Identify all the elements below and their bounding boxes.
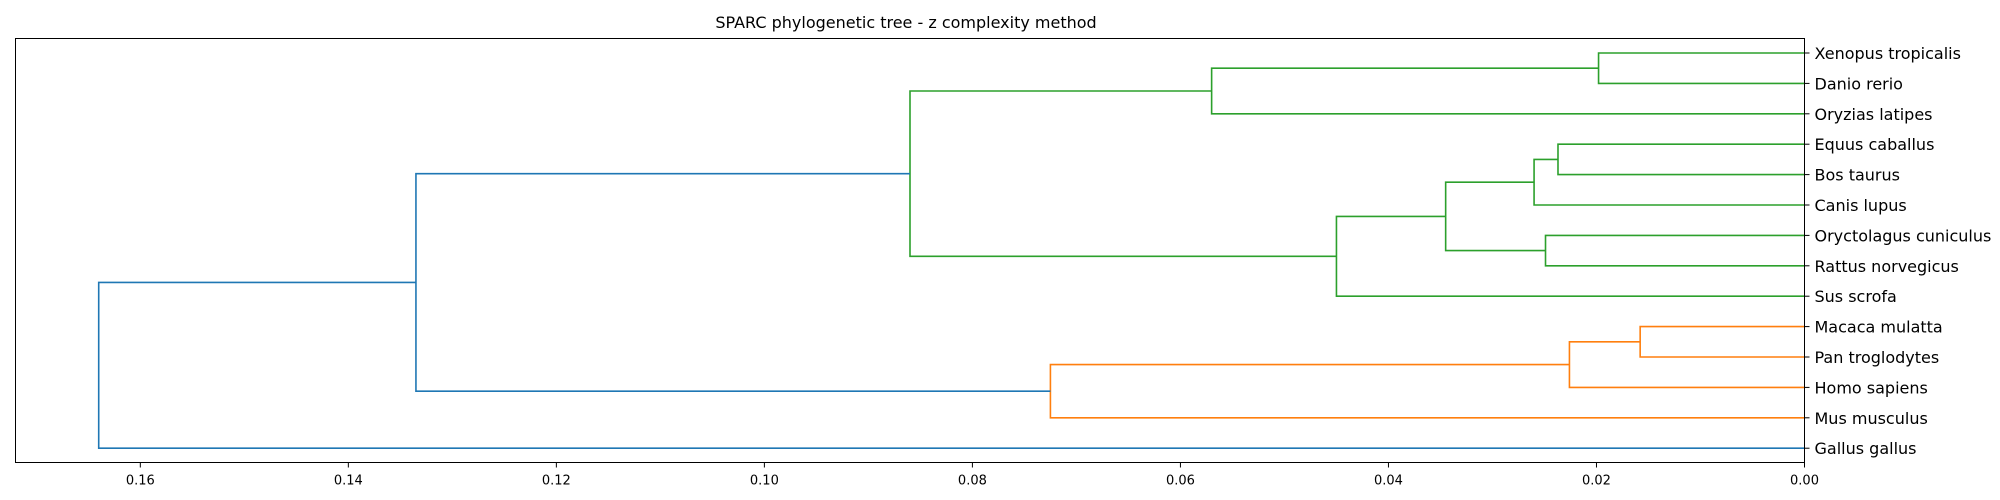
chart-title: SPARC phylogenetic tree - z complexity m… [715, 13, 1096, 32]
x-tick-label: 0.12 [542, 474, 571, 489]
leaf-label: Xenopus tropicalis [1815, 44, 1961, 63]
leaf-label: Equus caballus [1815, 135, 1935, 154]
dendrogram-link [1335, 215, 1805, 297]
leaf-label: Mus musculus [1815, 409, 1928, 428]
dendrogram-links [97, 52, 1805, 449]
plot-frame [15, 38, 1805, 463]
x-tick-label: 0.06 [1166, 474, 1195, 489]
x-axis: 0.16 0.14 0.12 0.10 0.08 0.06 0.04 0.02 0.00 [126, 462, 1819, 489]
dendrogram-link [1049, 363, 1805, 419]
leaf-label: Gallus gallus [1815, 439, 1917, 458]
x-tick-label: 0.02 [1582, 474, 1611, 489]
x-tick-label: 0.16 [126, 474, 155, 489]
leaf-label: Canis lupus [1815, 196, 1907, 215]
dendrogram-link [1639, 325, 1805, 358]
x-tick-label: 0.08 [958, 474, 987, 489]
dendrogram-link [1210, 67, 1805, 115]
dendrogram-link [1557, 143, 1805, 176]
leaf-label: Rattus norvegicus [1815, 257, 1959, 276]
leaf-label: Bos taurus [1815, 166, 1900, 185]
dendrogram-link [415, 172, 1051, 392]
leaf-label: Pan troglodytes [1815, 348, 1940, 367]
leaf-label: Sus scrofa [1815, 287, 1897, 306]
leaf-labels: Xenopus tropicalis Danio rerio Oryzias lat… [1804, 44, 1992, 458]
dendrogram-link [1544, 234, 1805, 267]
x-tick-label: 0.00 [1790, 474, 1819, 489]
dendrogram-link [1533, 158, 1805, 206]
x-tick-label: 0.04 [1374, 474, 1403, 489]
leaf-label: Homo sapiens [1815, 378, 1928, 397]
leaf-label: Oryzias latipes [1815, 105, 1933, 124]
x-tick-label: 0.14 [334, 474, 363, 489]
leaf-label: Oryctolagus cuniculus [1815, 226, 1992, 245]
dendrogram-link [1444, 181, 1546, 252]
leaf-label: Danio rerio [1815, 74, 1903, 93]
dendrogram-link [1597, 52, 1805, 85]
dendrogram-link [97, 281, 1805, 449]
dendrogram-link [1568, 341, 1805, 389]
leaf-label: Macaca mulatta [1815, 318, 1943, 337]
x-tick-label: 0.10 [750, 474, 779, 489]
dendrogram-link [909, 90, 1337, 258]
